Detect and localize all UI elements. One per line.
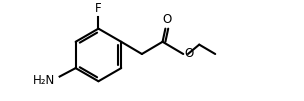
Text: H₂N: H₂N [33,74,55,87]
Text: F: F [95,2,102,15]
Text: O: O [184,47,193,60]
Text: O: O [162,13,171,26]
